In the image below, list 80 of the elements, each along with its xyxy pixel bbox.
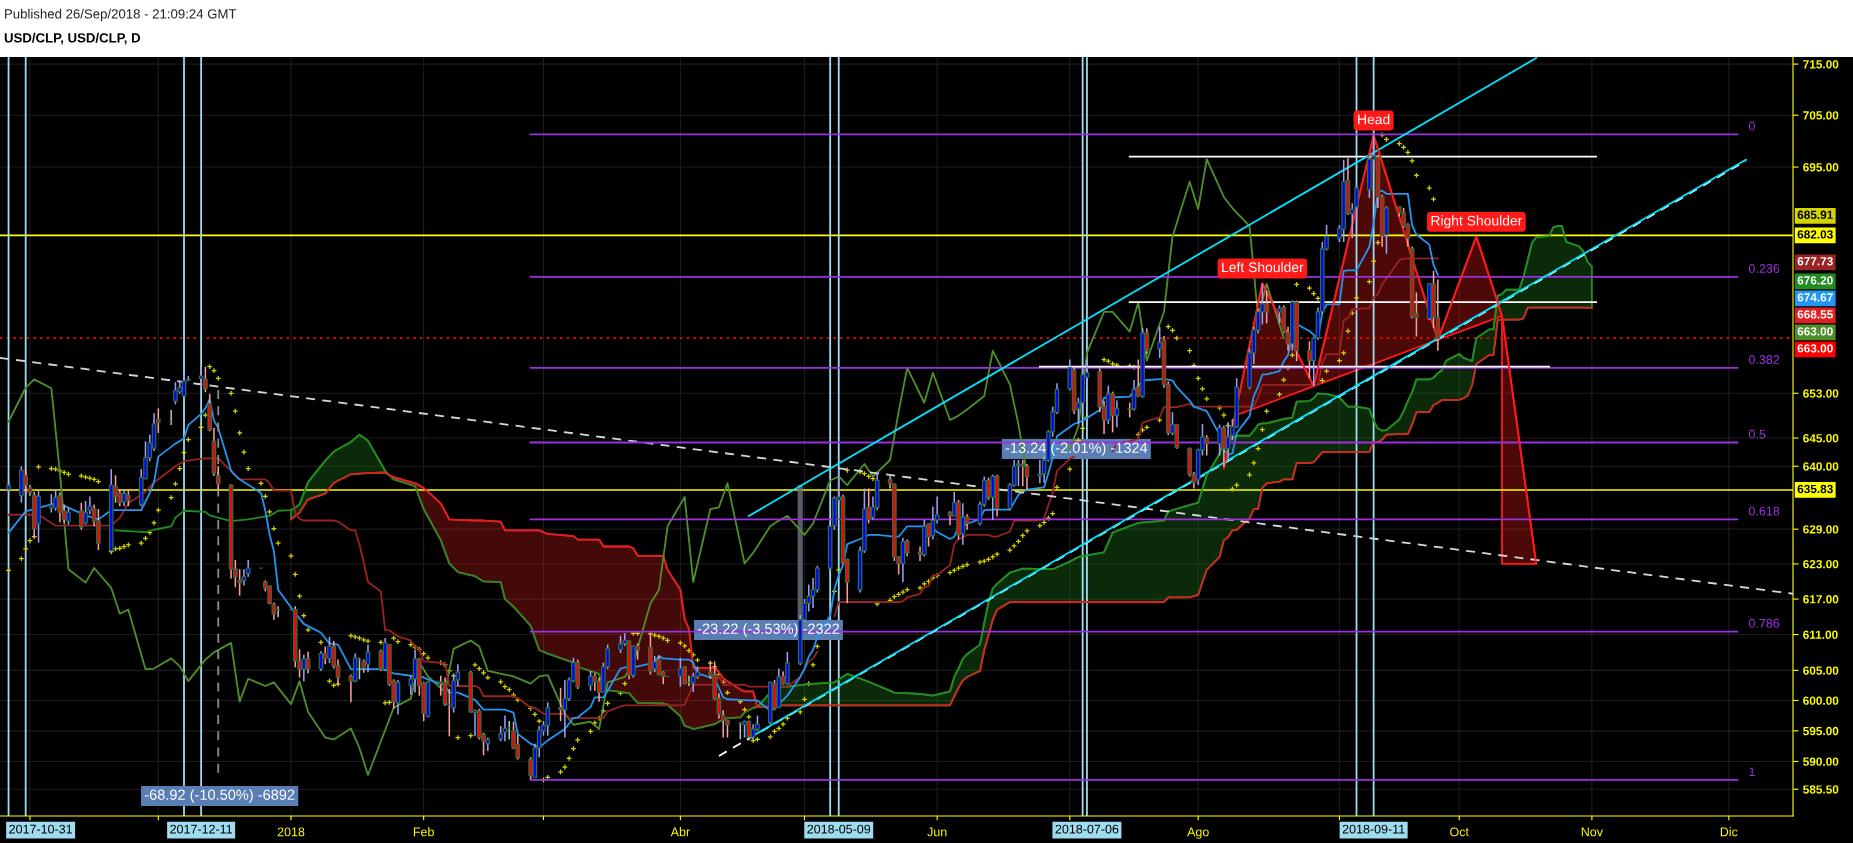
series-label: 0.618 [1748,506,1780,516]
candlestick [78,501,84,531]
candlestick [785,651,790,686]
series-label: 1 [1749,767,1755,776]
y-tick-label: 617.00 [1803,595,1839,604]
ref-line-label: 2017-12-11 [170,824,233,834]
x-tick-label: Nov [1581,827,1603,837]
x-tick-label: Dic [1720,827,1738,837]
candlestick [1204,434,1210,457]
y-tick-label: 695.00 [1803,163,1839,172]
x-tick-label: Jun [927,827,947,837]
text: 674.67 [1797,293,1833,302]
candlestick [558,687,563,722]
series-label: 0 [1748,121,1755,131]
data-label: Right Shoulder [1431,215,1523,229]
text: 663.00 [1797,327,1833,336]
text: 685.91 [1797,210,1833,219]
data-label: Head [1358,114,1390,125]
x-tick-label: Ago [1187,827,1209,839]
y-tick-label: 600.00 [1803,696,1839,705]
y-tick-label: 595.00 [1803,726,1839,736]
ref-line-label: 663.00 [1797,344,1833,353]
candlestick [53,488,58,512]
x-tick-label: Abr [670,827,690,837]
y-tick-label: 645.00 [1803,434,1839,443]
candlestick [545,701,551,737]
candlestick [203,365,208,393]
candlestick [1174,423,1180,450]
ref-line-label: 635.83 [1797,484,1833,494]
x-tick-label: Feb [413,827,434,837]
ref-line-label: 682.03 [1797,230,1833,239]
y-tick-label: 623.00 [1803,559,1839,569]
candlestick [588,670,593,692]
candlestick [301,654,307,682]
line-series [290,306,1593,709]
series-label: 0.382 [1748,355,1780,364]
candlestick [83,500,88,526]
data-label: Left Shoulder [1222,261,1304,273]
series-label: 0.786 [1748,618,1780,628]
candlestick [96,508,101,551]
y-tick-label: 585.50 [1803,785,1839,794]
candlestick [515,733,521,761]
candlestick [181,371,187,398]
ref-line-label: 2018-07-06 [1055,824,1119,834]
candlestick [1110,390,1115,434]
x-tick-label: 2018 [277,827,305,837]
y-tick-label: 640.00 [1803,462,1839,471]
candlestick [198,367,204,389]
chart-title: USD/CLP, USD/CLP, D [4,32,141,45]
ref-line-label: 2018-05-09 [807,824,871,834]
candlestick [352,652,358,684]
ref-line-label: 2017-10-31 [9,824,72,834]
x-tick-label: Oct [1450,827,1469,837]
y-tick-label: 605.00 [1803,666,1839,675]
candlestick [49,493,54,514]
candlestick [1221,424,1227,468]
text: 668.55 [1797,310,1833,319]
y-tick-label: 611.00 [1803,630,1838,639]
chart-subtitle: Published 26/Sep/2018 - 21:09:24 GMT [5,8,237,22]
y-tick-label: 705.00 [1803,111,1839,120]
candlestick [562,679,568,739]
series-label: 0.5 [1748,429,1766,439]
candlestick [1016,459,1021,487]
candlestick [305,651,311,675]
candlestick [173,381,178,406]
y-tick-label: 590.00 [1803,757,1839,766]
ref-line-label: 2018-09-11 [1342,824,1405,834]
text: 676.20 [1797,276,1833,285]
candlestick [502,714,508,742]
candlestick [155,407,161,434]
text: 677.73 [1797,257,1833,266]
annotation: -68.92 (-10.50%) -6892 [144,789,295,803]
candlestick [1037,459,1043,485]
annotation: -23.22 (-3.53%) -2322 [697,623,840,637]
candlestick [1264,290,1269,325]
series-label: 0.236 [1748,264,1780,273]
y-tick-label: 653.00 [1803,389,1839,398]
y-tick-label: 715.00 [1803,60,1839,69]
y-tick-label: 629.00 [1803,525,1839,534]
candlestick [1020,459,1026,487]
